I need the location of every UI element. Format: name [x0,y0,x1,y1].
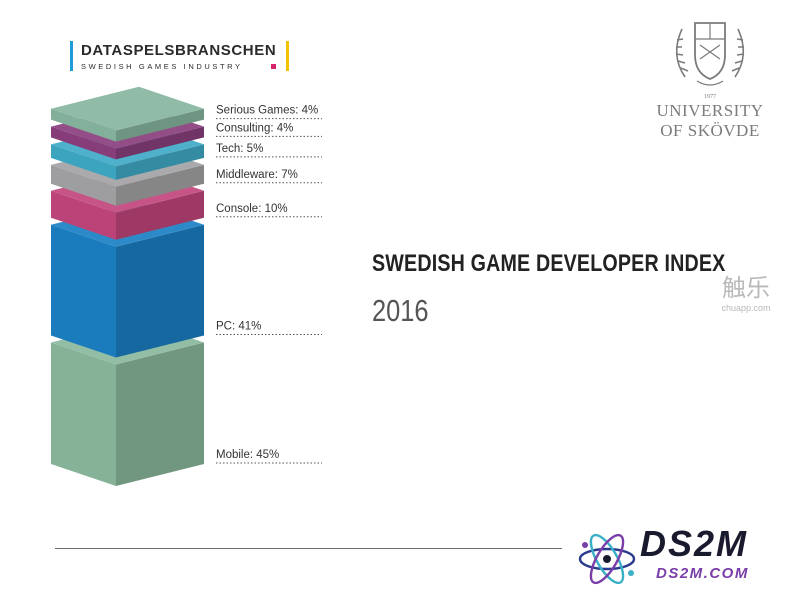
label-console: Console: 10% [216,203,288,215]
block-middleware-right [116,164,204,206]
label-tech: Tech: 5% [216,143,263,155]
label-mobile: Mobile: 45% [216,449,279,461]
brand-subtitle: SWEDISH GAMES INDUSTRY [81,62,243,71]
headline-title: SWEDISH GAME DEVELOPER INDEX [372,250,726,277]
watermark: 触乐 chuapp.com [711,275,781,313]
brand-bar-right [286,41,289,71]
block-console-left [51,190,116,240]
block-pc-right [116,224,204,358]
block-tech-right [116,144,204,180]
block-consulting-right [116,126,204,160]
block-middleware-left [51,164,116,206]
label-serious-games: Serious Games: 4% [216,105,318,117]
university-year: 1977 [704,94,716,100]
ds2m-logo-text: DS2M [640,523,749,564]
brand-bar-left [70,41,73,71]
university-name-line1: UNIVERSITY [656,101,764,120]
block-pc-left [51,224,116,358]
block-serious-games-right [116,108,204,142]
headline-year: 2016 [372,293,429,328]
footer-divider [55,548,562,549]
block-tech-left [51,144,116,180]
label-consulting: Consulting: 4% [216,122,293,134]
atom-icon [578,533,636,585]
stacked-block-chart: Mobile: 45% PC: 41% Console: 10% Middleware… [51,86,322,486]
brand-title: DATASPELSBRANSCHEN [81,42,277,59]
ds2m-url: DS2M.COM [656,565,749,582]
brand-dot [271,64,276,69]
watermark-main: 触乐 [722,275,770,302]
block-mobile-left [51,342,116,486]
block-mobile-right [116,342,204,486]
university-name-line2: OF SKÖVDE [660,121,760,140]
university-logo: 1977 UNIVERSITY OF SKÖVDE [640,15,780,140]
university-crest-icon [675,22,745,86]
block-serious-games-left [51,108,116,142]
watermark-url: chuapp.com [721,303,771,313]
label-middleware: Middleware: 7% [216,169,298,181]
block-serious-games-top [51,86,204,131]
block-console-right [116,190,204,240]
block-consulting-left [51,126,116,160]
label-pc: PC: 41% [216,321,261,333]
